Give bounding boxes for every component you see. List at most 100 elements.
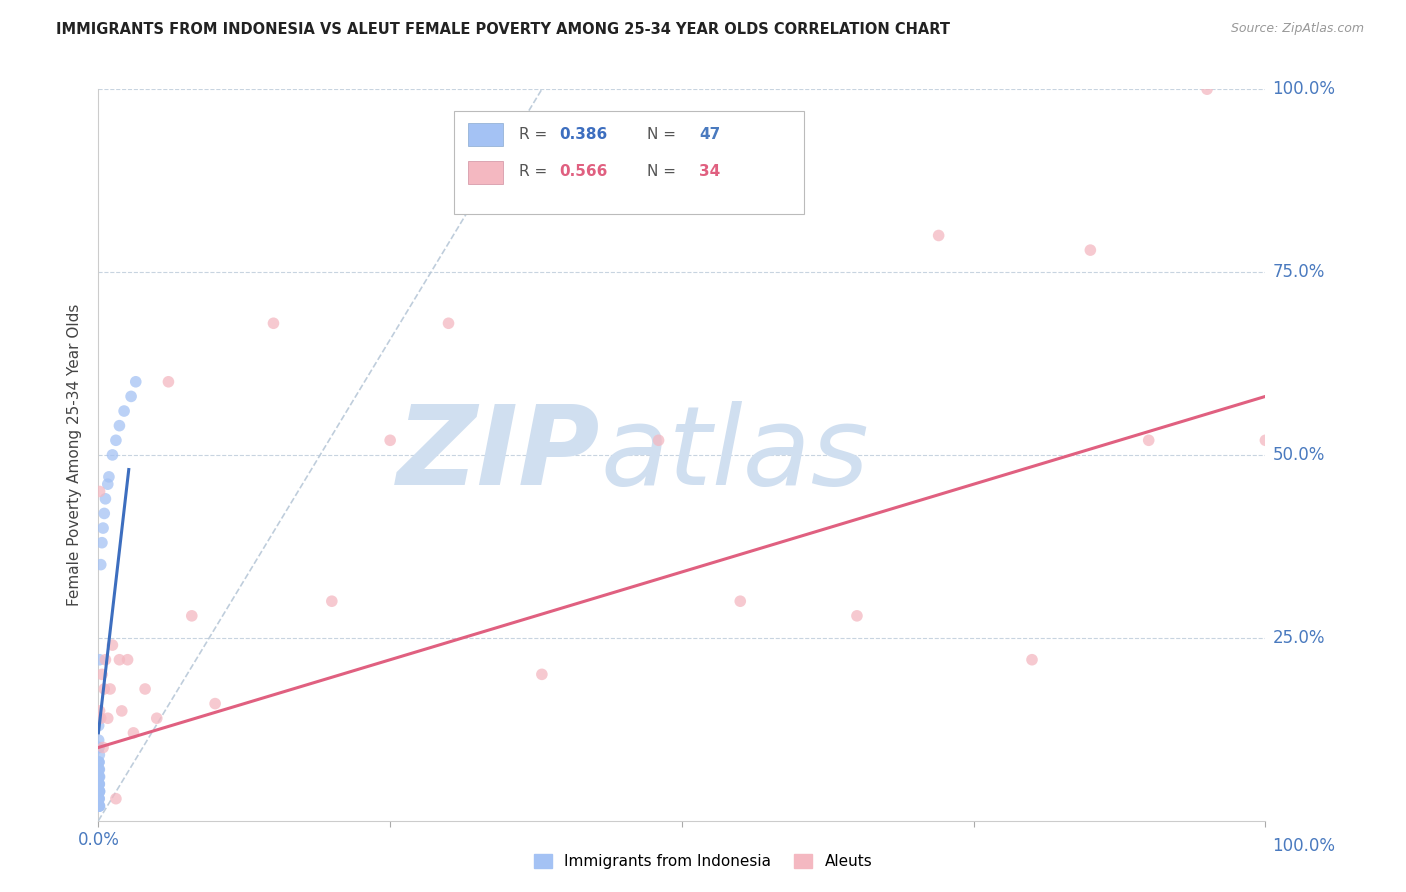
Point	[94, 491, 117, 506]
Point	[1080, 243, 1102, 257]
Point	[87, 755, 110, 769]
Point	[87, 799, 110, 814]
Point	[125, 375, 148, 389]
Point	[87, 733, 110, 747]
Point	[97, 711, 120, 725]
Text: 47: 47	[699, 127, 721, 142]
Point	[89, 747, 111, 762]
Point	[647, 434, 669, 448]
Point	[90, 711, 112, 725]
Point	[157, 375, 180, 389]
Text: IMMIGRANTS FROM INDONESIA VS ALEUT FEMALE POVERTY AMONG 25-34 YEAR OLDS CORRELAT: IMMIGRANTS FROM INDONESIA VS ALEUT FEMAL…	[56, 22, 950, 37]
Point	[90, 667, 112, 681]
Point	[89, 704, 111, 718]
Point	[87, 763, 110, 777]
Point	[101, 638, 124, 652]
Text: R =: R =	[519, 163, 551, 178]
Y-axis label: Female Poverty Among 25-34 Year Olds: Female Poverty Among 25-34 Year Olds	[67, 304, 83, 606]
Legend: Immigrants from Indonesia, Aleuts: Immigrants from Indonesia, Aleuts	[527, 848, 879, 875]
Point	[87, 740, 110, 755]
Text: ZIP: ZIP	[396, 401, 600, 508]
Point	[87, 784, 110, 798]
Point	[87, 799, 110, 814]
Point	[89, 784, 111, 798]
Point	[98, 681, 121, 696]
Point	[87, 763, 110, 777]
Point	[93, 681, 115, 696]
Point	[437, 316, 460, 330]
Point	[97, 470, 120, 484]
Point	[87, 784, 110, 798]
Point	[204, 697, 226, 711]
Text: N =: N =	[647, 163, 681, 178]
Text: 50.0%: 50.0%	[1272, 446, 1324, 464]
Point	[87, 799, 110, 814]
Point	[90, 558, 112, 572]
Point	[146, 711, 169, 725]
Point	[93, 507, 115, 521]
Point	[87, 711, 110, 725]
Point	[87, 740, 110, 755]
FancyBboxPatch shape	[468, 123, 503, 146]
Point	[89, 799, 111, 814]
Text: N =: N =	[647, 127, 681, 142]
Point	[89, 484, 111, 499]
Text: 25.0%: 25.0%	[1272, 629, 1324, 647]
Point	[87, 755, 110, 769]
Text: atlas: atlas	[600, 401, 869, 508]
Point	[87, 799, 110, 814]
Point	[101, 448, 124, 462]
Point	[87, 777, 110, 791]
Point	[89, 763, 111, 777]
Point	[1137, 434, 1160, 448]
Point	[108, 653, 131, 667]
Point	[928, 228, 950, 243]
Point	[134, 681, 156, 696]
Point	[87, 791, 110, 805]
Text: 34: 34	[699, 163, 721, 178]
Point	[111, 704, 134, 718]
Point	[321, 594, 343, 608]
Point	[87, 718, 110, 732]
Point	[87, 770, 110, 784]
Point	[91, 521, 114, 535]
Point	[1021, 653, 1043, 667]
Point	[112, 404, 135, 418]
Point	[104, 791, 127, 805]
Point	[87, 791, 110, 805]
Point	[87, 777, 110, 791]
Point	[845, 608, 868, 623]
Point	[87, 784, 110, 798]
Text: R =: R =	[519, 127, 551, 142]
Point	[730, 594, 752, 608]
Point	[1254, 434, 1277, 448]
Point	[122, 726, 145, 740]
FancyBboxPatch shape	[454, 112, 804, 213]
Point	[87, 770, 110, 784]
Point	[89, 784, 111, 798]
Point	[87, 777, 110, 791]
Point	[89, 777, 111, 791]
FancyBboxPatch shape	[468, 161, 503, 185]
Point	[104, 434, 127, 448]
Point	[87, 770, 110, 784]
Point	[262, 316, 284, 330]
Point	[117, 653, 139, 667]
Point	[97, 477, 120, 491]
Point	[89, 770, 111, 784]
Point	[90, 535, 112, 549]
Point	[87, 755, 110, 769]
Point	[89, 791, 111, 805]
Text: 100.0%: 100.0%	[1272, 837, 1336, 855]
Point	[180, 608, 202, 623]
Point	[91, 740, 114, 755]
Point	[89, 653, 111, 667]
Text: 75.0%: 75.0%	[1272, 263, 1324, 281]
Text: 0.566: 0.566	[560, 163, 607, 178]
Point	[108, 418, 131, 433]
Point	[120, 389, 142, 403]
Point	[94, 653, 117, 667]
Point	[378, 434, 402, 448]
Text: 100.0%: 100.0%	[1272, 80, 1336, 98]
Text: 0.386: 0.386	[560, 127, 607, 142]
